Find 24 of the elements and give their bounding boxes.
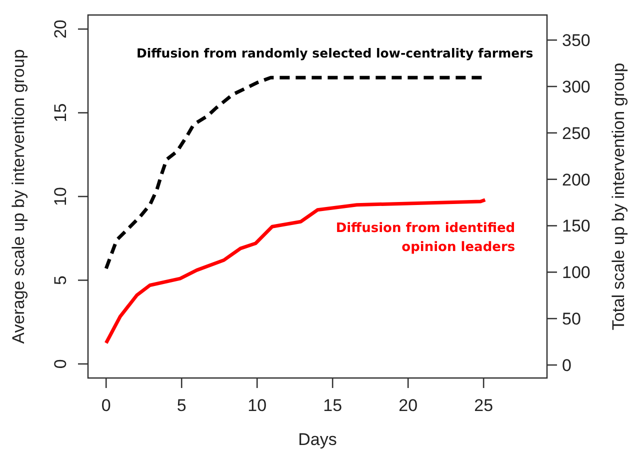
y-axis-title: Average scale up by intervention group xyxy=(9,49,28,344)
y2-tick-label: 50 xyxy=(562,310,581,329)
x-tick-label: 25 xyxy=(474,396,494,415)
y2-tick-label: 350 xyxy=(562,31,590,50)
y2-tick-label: 250 xyxy=(562,124,590,143)
y-tick-label: 10 xyxy=(51,187,70,206)
x-tick-label: 10 xyxy=(248,396,267,415)
y2-tick-label: 0 xyxy=(562,356,572,376)
x-tick-label: 5 xyxy=(176,396,186,415)
x-tick-label: 0 xyxy=(101,396,111,415)
y2-axis-title: Total scale up by intervention group xyxy=(609,62,628,330)
y-tick-label: 5 xyxy=(51,275,70,285)
y-tick-label: 0 xyxy=(51,359,70,369)
x-tick-label: 20 xyxy=(398,396,418,415)
y2-tick-label: 100 xyxy=(562,263,590,282)
y2-tick-label: 150 xyxy=(562,216,590,236)
x-axis-title: Days xyxy=(298,430,337,449)
y-tick-label: 15 xyxy=(51,103,70,122)
series-label: Diffusion from identified opinion leaders xyxy=(336,220,516,255)
y2-tick-label: 300 xyxy=(562,77,590,96)
y2-tick-label: 200 xyxy=(562,170,590,190)
series-label: Diffusion from randomly selected low-centrality farmers xyxy=(136,46,534,61)
x-tick-label: 15 xyxy=(323,396,342,415)
y-tick-label: 20 xyxy=(51,20,70,39)
